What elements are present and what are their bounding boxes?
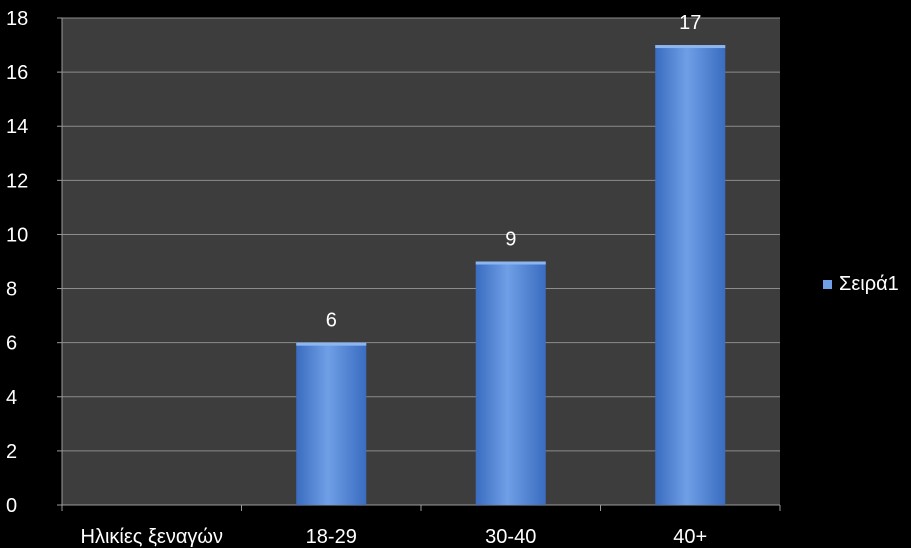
legend-label: Σειρά1 [839,273,899,295]
data-label: 9 [505,229,516,251]
x-tick-label: 18-29 [306,526,357,548]
y-tick-label: 16 [6,62,28,84]
data-label: 17 [679,12,701,34]
y-tick-label: 2 [6,441,17,463]
bar-top-highlight [655,45,726,49]
y-tick-label: 12 [6,170,28,192]
x-tick-label: 30-40 [485,526,536,548]
bar [475,261,546,505]
y-tick-label: 18 [6,8,28,30]
legend-swatch [823,280,832,289]
bar-top-highlight [475,261,546,265]
y-tick-label: 8 [6,279,17,301]
bar [655,45,726,506]
y-tick-label: 14 [6,116,28,138]
y-tick-label: 10 [6,224,28,246]
x-tick-label: Ηλικίες ξεναγών [81,526,224,548]
bar-top-highlight [296,342,367,346]
y-tick-label: 0 [6,495,17,517]
data-label: 6 [326,310,337,332]
y-tick-label: 6 [6,333,17,355]
y-tick-label: 4 [6,387,17,409]
bar [296,342,367,505]
x-tick-label: 40+ [673,526,707,548]
